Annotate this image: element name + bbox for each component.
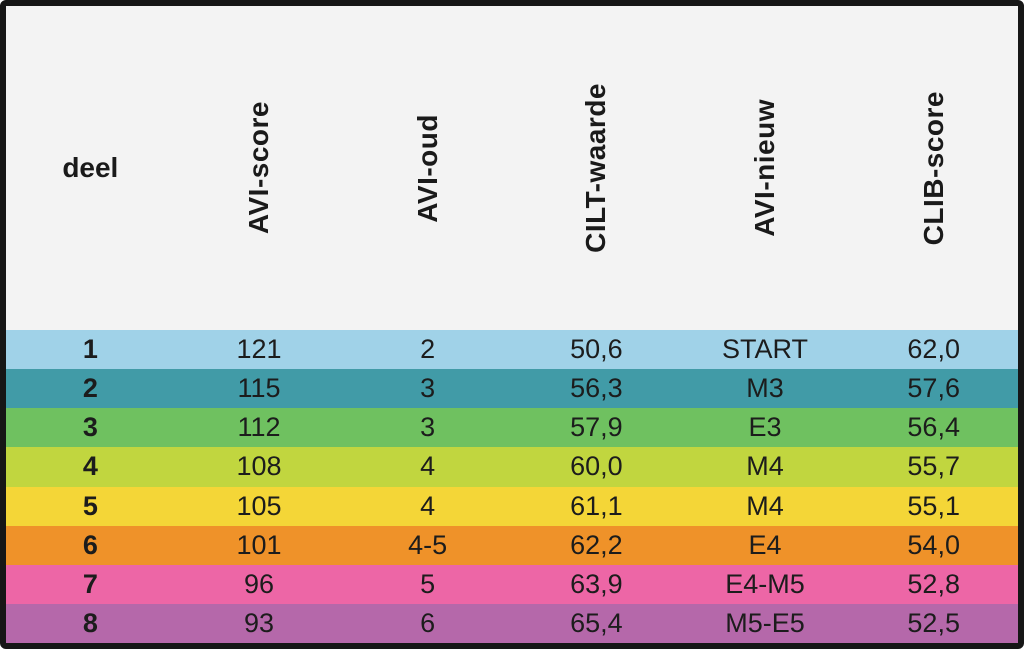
cell-avi-oud: 6 bbox=[420, 607, 436, 638]
cell-clib-score: 54,0 bbox=[907, 529, 960, 560]
cell-cilt-waarde: 62,2 bbox=[570, 529, 623, 560]
cell-avi-nieuw: M4 bbox=[746, 451, 784, 482]
table-row: 4 108 4 60,0 M4 55,7 bbox=[6, 447, 1018, 487]
cell-deel: 3 bbox=[82, 412, 98, 443]
cell-clib-score: 52,5 bbox=[907, 607, 960, 638]
cell-avi-oud: 4 bbox=[420, 490, 436, 521]
cell-avi-oud: 3 bbox=[420, 412, 436, 443]
table-row: 7 96 5 63,9 E4-M5 52,8 bbox=[6, 564, 1018, 604]
cell-avi-score: 115 bbox=[237, 373, 281, 404]
cell-avi-score: 101 bbox=[236, 529, 282, 560]
cell-clib-score: 56,4 bbox=[907, 412, 960, 443]
table-row: 5 105 4 61,1 M4 55,1 bbox=[6, 486, 1018, 526]
cell-avi-score: 93 bbox=[243, 607, 275, 638]
cell-cilt-waarde: 60,0 bbox=[570, 451, 623, 482]
cell-clib-score: 55,1 bbox=[907, 490, 960, 521]
cell-avi-nieuw: E4-M5 bbox=[725, 568, 805, 599]
cell-cilt-waarde: 50,6 bbox=[570, 334, 623, 365]
column-header-avi-oud-label: AVI-oud bbox=[411, 113, 443, 223]
cell-cilt-waarde: 56,3 bbox=[570, 373, 623, 404]
cell-clib-score: 62,0 bbox=[907, 334, 960, 365]
cell-clib-score: 57,6 bbox=[907, 373, 960, 404]
cell-clib-score: 55,7 bbox=[907, 451, 960, 482]
cell-deel: 8 bbox=[82, 607, 98, 638]
table-body: 1 121 2 50,6 START 62,0 2 115 3 56,3 M3 … bbox=[6, 330, 1018, 643]
cell-avi-oud: 5 bbox=[420, 568, 436, 599]
cell-deel: 4 bbox=[82, 451, 98, 482]
cell-avi-nieuw: M4 bbox=[746, 490, 784, 521]
cell-deel: 6 bbox=[82, 529, 98, 560]
column-header-clib-score-label: CLIB-score bbox=[917, 90, 949, 246]
cell-cilt-waarde: 63,9 bbox=[570, 568, 623, 599]
cell-cilt-waarde: 61,1 bbox=[570, 490, 623, 521]
cell-avi-oud: 4-5 bbox=[408, 529, 448, 560]
cell-avi-nieuw: M3 bbox=[746, 373, 784, 404]
cell-avi-oud: 3 bbox=[420, 373, 436, 404]
cell-deel: 7 bbox=[82, 568, 98, 599]
column-header-avi-score: AVI-score bbox=[175, 6, 344, 330]
column-header-avi-nieuw-label: AVI-nieuw bbox=[749, 99, 781, 237]
cell-avi-oud: 2 bbox=[420, 334, 436, 365]
table-row: 2 115 3 56,3 M3 57,6 bbox=[6, 369, 1018, 409]
cell-avi-oud: 4 bbox=[420, 451, 436, 482]
table-row: 1 121 2 50,6 START 62,0 bbox=[6, 330, 1018, 370]
table-row: 8 93 6 65,4 M5-E5 52,5 bbox=[6, 603, 1018, 643]
cell-avi-nieuw: E4 bbox=[748, 529, 782, 560]
column-header-avi-score-label: AVI-score bbox=[243, 101, 274, 235]
cell-avi-nieuw: M5-E5 bbox=[725, 607, 805, 638]
column-header-avi-oud: AVI-oud bbox=[343, 6, 512, 330]
cell-avi-score: 108 bbox=[236, 451, 282, 482]
cell-clib-score: 52,8 bbox=[907, 568, 960, 599]
cell-cilt-waarde: 57,9 bbox=[570, 412, 623, 443]
cell-avi-score: 105 bbox=[236, 490, 282, 521]
table-row: 6 101 4-5 62,2 E4 54,0 bbox=[6, 525, 1018, 565]
cell-avi-score: 112 bbox=[237, 412, 281, 443]
column-header-cilt-waarde: CILT-waarde bbox=[512, 6, 681, 330]
column-header-deel: deel bbox=[6, 6, 175, 330]
cell-avi-score: 121 bbox=[236, 334, 282, 365]
cell-avi-nieuw: START bbox=[722, 334, 809, 365]
cell-avi-nieuw: E3 bbox=[748, 412, 782, 443]
cell-deel: 1 bbox=[82, 334, 98, 365]
table-row: 3 112 3 57,9 E3 56,4 bbox=[6, 408, 1018, 448]
column-header-cilt-waarde-label: CILT-waarde bbox=[580, 83, 612, 253]
column-header-clib-score: CLIB-score bbox=[849, 6, 1018, 330]
cell-cilt-waarde: 65,4 bbox=[570, 607, 623, 638]
column-header-avi-nieuw: AVI-nieuw bbox=[681, 6, 850, 330]
cell-deel: 5 bbox=[82, 490, 98, 521]
cell-deel: 2 bbox=[82, 373, 98, 404]
column-header-deel-label: deel bbox=[62, 152, 119, 183]
cell-avi-score: 96 bbox=[243, 568, 275, 599]
table-header: deel AVI-score AVI-oud CILT-waarde AVI-n… bbox=[6, 6, 1018, 330]
